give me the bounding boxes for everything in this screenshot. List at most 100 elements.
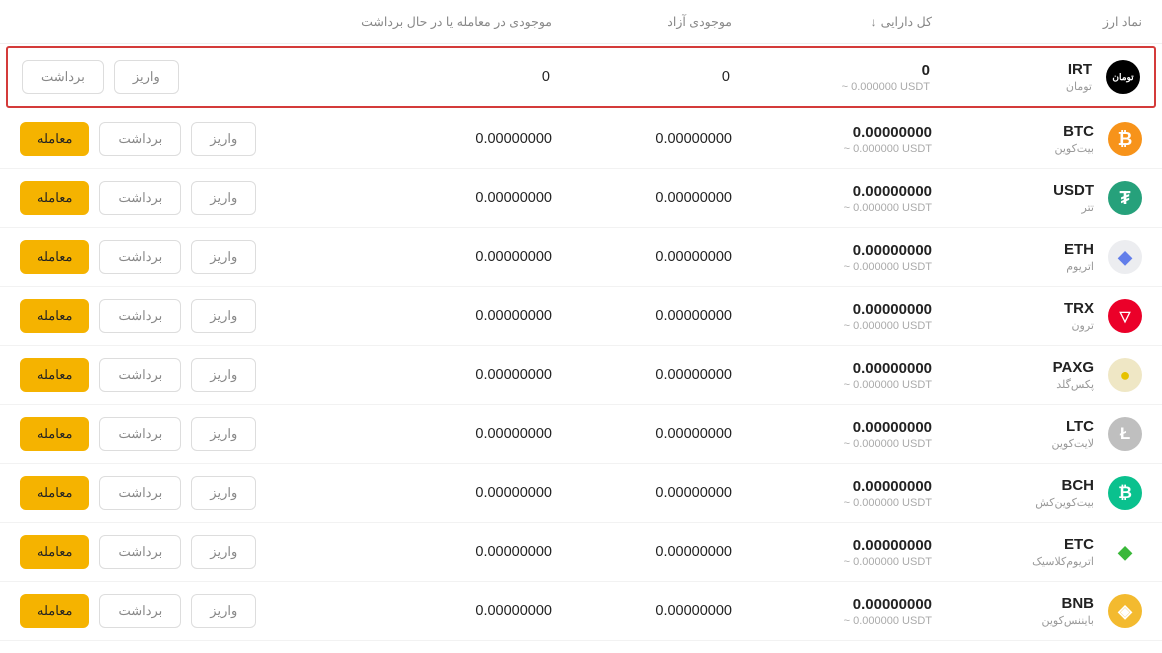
- withdraw-button[interactable]: برداشت: [99, 417, 181, 451]
- table-row: ₮USDTتتر0.00000000~ 0.000000 USDT0.00000…: [0, 169, 1162, 228]
- trade-button[interactable]: معامله: [20, 417, 89, 451]
- trade-button[interactable]: معامله: [20, 594, 89, 628]
- cell-total: 0.00000000~ 0.000000 USDT: [732, 360, 932, 391]
- withdraw-button[interactable]: برداشت: [99, 358, 181, 392]
- symbol-text: BCHبیت‌کوین‌کش: [1035, 477, 1094, 509]
- trade-button[interactable]: معامله: [20, 476, 89, 510]
- total-usdt: ~ 0.000000 USDT: [732, 556, 932, 568]
- cell-intrade: 0.00000000: [332, 131, 552, 147]
- deposit-button[interactable]: واریز: [191, 417, 256, 451]
- withdraw-button[interactable]: برداشت: [99, 299, 181, 333]
- intrade-value: 0.00000000: [332, 603, 552, 619]
- trade-button[interactable]: معامله: [20, 181, 89, 215]
- cell-intrade: 0.00000000: [332, 426, 552, 442]
- deposit-button[interactable]: واریز: [114, 60, 179, 94]
- deposit-button[interactable]: واریز: [191, 299, 256, 333]
- total-usdt: ~ 0.000000 USDT: [732, 143, 932, 155]
- symbol-code: TRX: [1064, 300, 1094, 317]
- cell-actions: واریز برداشت معامله: [20, 535, 332, 569]
- cell-intrade: 0.00000000: [332, 603, 552, 619]
- cell-free: 0.00000000: [552, 485, 732, 501]
- intrade-value: 0.00000000: [332, 367, 552, 383]
- deposit-button[interactable]: واریز: [191, 240, 256, 274]
- total-usdt: ~ 0.000000 USDT: [732, 497, 932, 509]
- header-free[interactable]: موجودی آزاد: [552, 14, 732, 29]
- deposit-button[interactable]: واریز: [191, 181, 256, 215]
- free-value: 0.00000000: [552, 308, 732, 324]
- header-total[interactable]: کل دارایی ↓: [732, 14, 932, 29]
- withdraw-button[interactable]: برداشت: [99, 594, 181, 628]
- cell-actions: واریز برداشت: [22, 60, 330, 94]
- trade-button[interactable]: معامله: [20, 240, 89, 274]
- symbol-text: BNBبایننس‌کوین: [1042, 595, 1095, 627]
- cell-free: 0.00000000: [552, 544, 732, 560]
- free-value: 0.00000000: [552, 426, 732, 442]
- withdraw-button[interactable]: برداشت: [99, 240, 181, 274]
- withdraw-button[interactable]: برداشت: [99, 476, 181, 510]
- intrade-value: 0.00000000: [332, 308, 552, 324]
- table-row: ●PAXGپکس‌گلد0.00000000~ 0.000000 USDT0.0…: [0, 346, 1162, 405]
- cell-free: 0.00000000: [552, 426, 732, 442]
- free-value: 0.00000000: [552, 190, 732, 206]
- coin-icon: ₿: [1108, 476, 1142, 510]
- symbol-code: USDT: [1053, 182, 1094, 199]
- trade-button[interactable]: معامله: [20, 358, 89, 392]
- cell-total: 0 ~ 0.000000 USDT: [730, 62, 930, 93]
- table-header-row: نماد ارز کل دارایی ↓ موجودی آزاد موجودی …: [0, 0, 1162, 44]
- symbol-name: تتر: [1082, 201, 1094, 214]
- coin-icon: Ł: [1108, 417, 1142, 451]
- total-value: 0: [730, 62, 930, 79]
- coin-icon: ◆: [1108, 240, 1142, 274]
- trade-button[interactable]: معامله: [20, 299, 89, 333]
- withdraw-button[interactable]: برداشت: [99, 535, 181, 569]
- cell-actions: واریز برداشت معامله: [20, 417, 332, 451]
- header-intrade[interactable]: موجودی در معامله یا در حال برداشت: [332, 14, 552, 29]
- cell-actions: واریز برداشت معامله: [20, 299, 332, 333]
- symbol-name: پکس‌گلد: [1056, 378, 1094, 391]
- cell-intrade: 0.00000000: [332, 308, 552, 324]
- cell-free: 0.00000000: [552, 367, 732, 383]
- symbol-text: PAXG پکس‌گلد: [1053, 359, 1094, 391]
- cell-total: 0.00000000~ 0.000000 USDT: [732, 124, 932, 155]
- deposit-button[interactable]: واریز: [191, 476, 256, 510]
- symbol-text: ETCاتریوم‌کلاسیک: [1032, 536, 1094, 568]
- symbol-name: لایت‌کوین: [1052, 437, 1095, 450]
- deposit-button[interactable]: واریز: [191, 358, 256, 392]
- intrade-value: 0.00000000: [332, 426, 552, 442]
- total-value: 0.00000000: [732, 596, 932, 613]
- cell-intrade: 0.00000000: [332, 544, 552, 560]
- cell-total: 0.00000000~ 0.000000 USDT: [732, 301, 932, 332]
- total-usdt: ~ 0.000000 USDT: [730, 81, 930, 93]
- total-value: 0.00000000: [732, 537, 932, 554]
- cell-intrade: 0.00000000: [332, 367, 552, 383]
- total-usdt: ~ 0.000000 USDT: [732, 261, 932, 273]
- intrade-value: 0.00000000: [332, 544, 552, 560]
- deposit-button[interactable]: واریز: [191, 594, 256, 628]
- intrade-value: 0.00000000: [332, 485, 552, 501]
- cell-symbol: ₮USDTتتر: [932, 181, 1142, 215]
- total-usdt: ~ 0.000000 USDT: [732, 202, 932, 214]
- symbol-text: ETHاتریوم: [1064, 241, 1094, 273]
- coin-icon: ₿: [1108, 122, 1142, 156]
- intrade-value: 0.00000000: [332, 131, 552, 147]
- symbol-name: بیت‌کوین: [1054, 142, 1094, 155]
- symbol-code: PAXG: [1053, 359, 1094, 376]
- symbol-code: BNB: [1062, 595, 1095, 612]
- symbol-name: تومان: [1066, 80, 1092, 93]
- header-symbol[interactable]: نماد ارز: [932, 14, 1142, 29]
- withdraw-button[interactable]: برداشت: [22, 60, 104, 94]
- cell-total: 0.00000000~ 0.000000 USDT: [732, 419, 932, 450]
- symbol-code: IRT: [1068, 61, 1092, 78]
- withdraw-button[interactable]: برداشت: [99, 181, 181, 215]
- table-row: ŁLTCلایت‌کوین0.00000000~ 0.000000 USDT0.…: [0, 405, 1162, 464]
- trade-button[interactable]: معامله: [20, 122, 89, 156]
- cell-total: 0.00000000~ 0.000000 USDT: [732, 596, 932, 627]
- withdraw-button[interactable]: برداشت: [99, 122, 181, 156]
- total-value: 0.00000000: [732, 242, 932, 259]
- trade-button[interactable]: معامله: [20, 535, 89, 569]
- free-value: 0: [550, 69, 730, 85]
- table-row: ₿BCHبیت‌کوین‌کش0.00000000~ 0.000000 USDT…: [0, 464, 1162, 523]
- deposit-button[interactable]: واریز: [191, 122, 256, 156]
- deposit-button[interactable]: واریز: [191, 535, 256, 569]
- cell-total: 0.00000000~ 0.000000 USDT: [732, 183, 932, 214]
